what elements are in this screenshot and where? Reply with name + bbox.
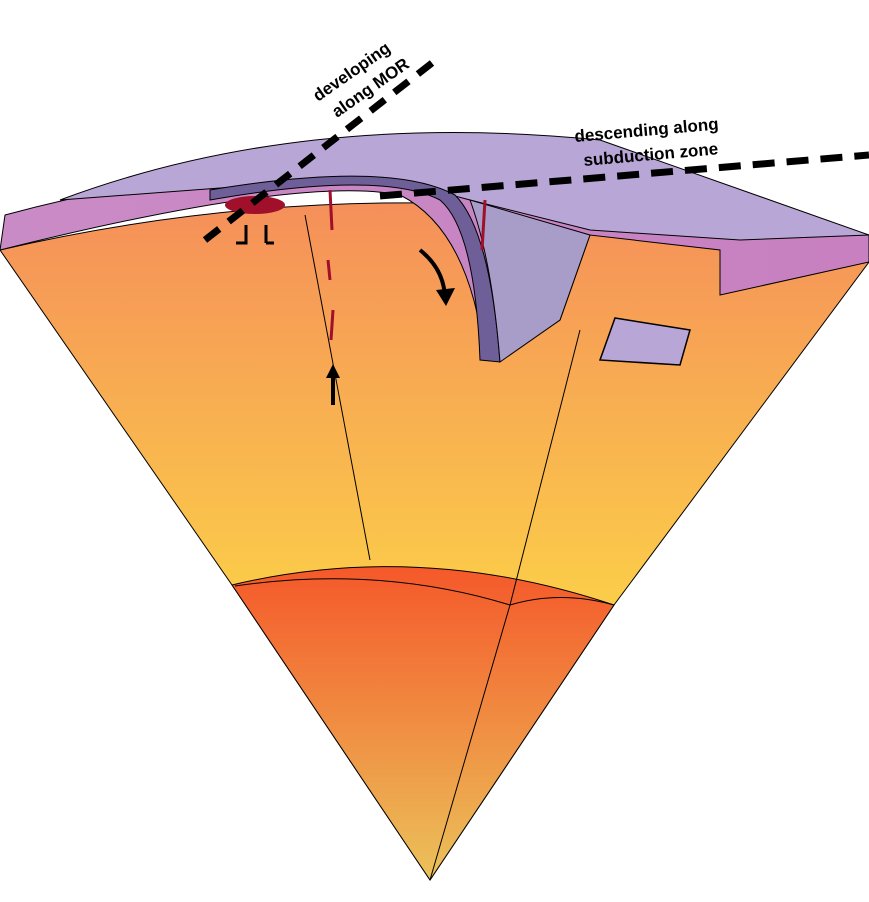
outer-core bbox=[231, 566, 615, 881]
section-line bbox=[429, 604, 511, 881]
section-line bbox=[509, 329, 581, 606]
descent-arrowhead bbox=[436, 288, 455, 306]
mor-dashed-line bbox=[202, 60, 435, 243]
slab-fragment bbox=[598, 317, 691, 366]
magma-streak bbox=[326, 189, 487, 341]
upwelling-arrowhead bbox=[326, 364, 340, 378]
wedge bbox=[469, 199, 591, 363]
core-line bbox=[234, 578, 615, 606]
subduction-dashed-line bbox=[379, 151, 869, 200]
convection-hook bbox=[236, 225, 274, 245]
section-line bbox=[304, 214, 371, 561]
